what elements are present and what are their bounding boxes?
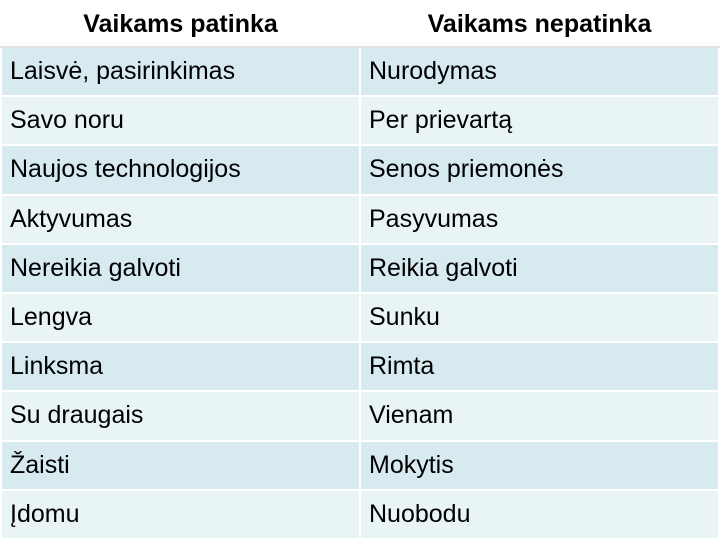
table-row: Linksma Rimta [0,341,720,393]
table-cell: Naujos technologijos [0,144,361,196]
table-cell: Nereikia galvoti [0,242,361,294]
table-cell: Aktyvumas [0,193,361,245]
table-cell: Savo noru [0,95,361,147]
table-cell: Rimta [359,341,720,393]
table-cell: Linksma [0,341,361,393]
table-row: Lengva Sunku [0,291,720,344]
table-cell: Per prievartą [359,95,720,147]
table-row: Savo noru Per prievartą [0,95,720,147]
table-cell: Reikia galvoti [359,242,720,294]
table-row: Su draugais Vienam [0,390,720,442]
table-row: Aktyvumas Pasyvumas [0,193,720,245]
table-body: Laisvė, pasirinkimas Nurodymas Savo noru Pe… [0,45,720,540]
table-cell: Su draugais [0,390,361,442]
table-row: Įdomu Nuobodu [0,488,720,540]
table-cell: Žaisti [0,439,361,491]
table-row: Laisvė, pasirinkimas Nurodymas [0,45,720,98]
table-cell: Vienam [359,390,720,442]
table-row: Naujos technologijos Senos priemonės [0,144,720,196]
header-cell: Vaikams nepatinka [359,0,720,48]
table-cell: Nurodymas [359,45,720,98]
table-row: Nereikia galvoti Reikia galvoti [0,242,720,294]
table-cell: Senos priemonės [359,144,720,196]
table-cell: Lengva [0,291,361,344]
table-cell: Nuobodu [359,488,720,540]
header-cell: Vaikams patinka [0,0,361,48]
table-cell: Sunku [359,291,720,344]
table-cell: Įdomu [0,488,361,540]
table-row: Žaisti Mokytis [0,439,720,491]
header-row: Vaikams patinka Vaikams nepatinka [0,0,720,48]
table-cell: Pasyvumas [359,193,720,245]
table-cell: Mokytis [359,439,720,491]
table-cell: Laisvė, pasirinkimas [0,45,361,98]
